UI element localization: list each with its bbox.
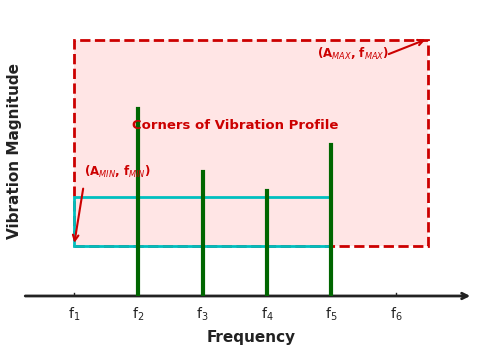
Bar — [74, 40, 428, 246]
Y-axis label: Vibration Magnitude: Vibration Magnitude — [7, 63, 22, 239]
Bar — [74, 197, 331, 246]
Text: Corners of Vibration Profile: Corners of Vibration Profile — [132, 119, 338, 132]
Text: (A$_{MIN}$, f$_{MIN}$): (A$_{MIN}$, f$_{MIN}$) — [84, 164, 150, 180]
Bar — [74, 40, 428, 246]
Text: (A$_{MAX}$, f$_{MAX}$): (A$_{MAX}$, f$_{MAX}$) — [317, 46, 389, 62]
X-axis label: Frequency: Frequency — [206, 330, 296, 345]
